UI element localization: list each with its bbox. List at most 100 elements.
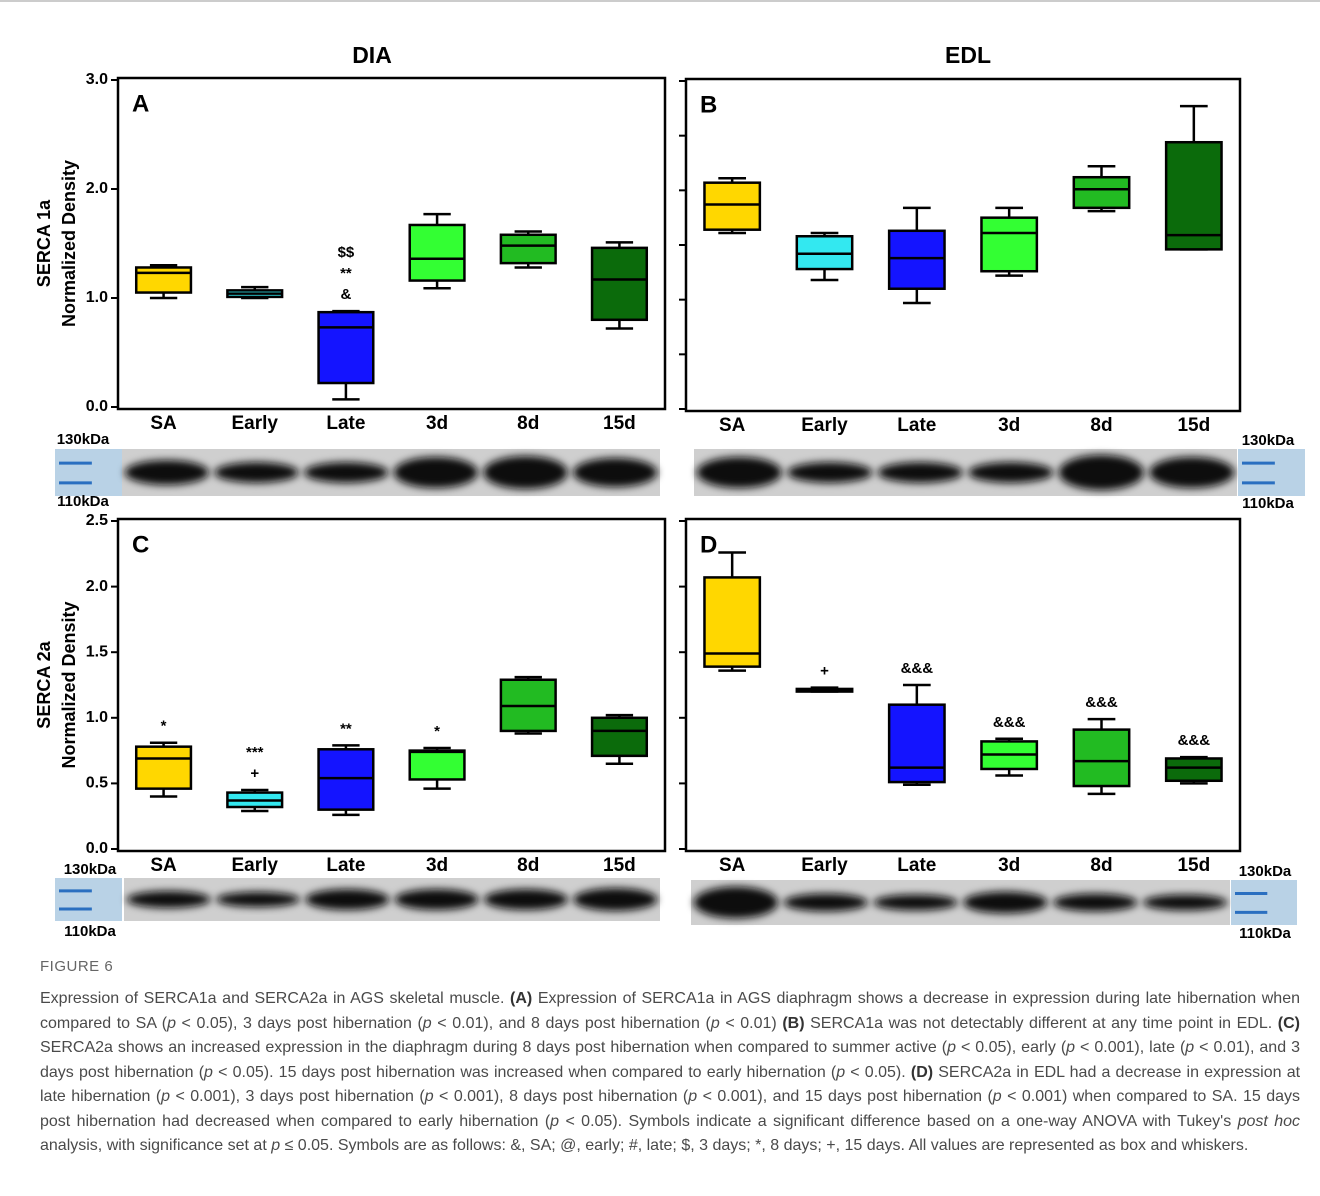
blot-label: 130kDa <box>64 861 117 878</box>
blot-band <box>787 462 872 483</box>
caption-text: p <box>688 1088 697 1105</box>
x-tick-label: 15d <box>603 855 636 876</box>
box <box>136 267 191 292</box>
y-axis-label: Normalized Density <box>59 160 79 327</box>
blot-label: 110kDa <box>57 493 109 510</box>
x-tick-label: Early <box>232 855 279 876</box>
blot-band <box>394 457 478 488</box>
column-title: EDL <box>945 42 991 68</box>
box <box>410 751 465 780</box>
significance-symbol: &&& <box>901 660 934 677</box>
ladder <box>55 449 122 496</box>
caption-text: p <box>161 1088 170 1105</box>
box <box>1074 177 1129 208</box>
blot-label: 110kDa <box>64 923 116 940</box>
blot-band <box>694 887 778 919</box>
caption-text: p <box>836 1064 845 1081</box>
caption-text: < 0.05), early ( <box>956 1039 1066 1056</box>
panel-letter: D <box>700 531 717 558</box>
significance-symbol: $$ <box>338 244 355 261</box>
x-tick-label: SA <box>719 855 746 876</box>
caption-text: < 0.05). <box>845 1064 911 1081</box>
blot-label: 130kDa <box>1242 432 1295 449</box>
caption-text: < 0.05). Symbols indicate a significant … <box>559 1113 1238 1130</box>
significance-symbol: + <box>820 663 829 680</box>
caption-text: SERCA2a shows an increased expression in… <box>40 1039 947 1056</box>
caption: Expression of SERCA1a and SERCA2a in AGS… <box>40 987 1300 1159</box>
significance-symbol: + <box>250 765 259 782</box>
caption-text: < 0.001), late ( <box>1075 1039 1185 1056</box>
panel-letter: A <box>132 90 149 117</box>
caption-text: (A) <box>510 990 532 1007</box>
ladder <box>55 878 122 921</box>
significance-symbol: &&& <box>1178 732 1211 749</box>
x-tick-label: Late <box>897 855 936 876</box>
y-tick-label: 0.0 <box>86 398 108 415</box>
caption-text: p <box>947 1039 956 1056</box>
x-tick-label: 8d <box>517 855 539 876</box>
y-tick-label: 3.0 <box>86 71 108 88</box>
caption-text: < 0.05), 3 days post hibernation ( <box>176 1015 423 1032</box>
box <box>319 312 374 383</box>
x-tick-label: 15d <box>1177 855 1210 876</box>
panel-letter: C <box>132 531 149 558</box>
box <box>410 225 465 281</box>
y-tick-label: 0.0 <box>86 840 108 857</box>
x-tick-label: 8d <box>1090 855 1112 876</box>
significance-symbol: *** <box>246 744 264 761</box>
column-title: DIA <box>352 42 392 68</box>
box <box>592 718 647 756</box>
y-tick-label: 2.5 <box>86 512 108 529</box>
ladder <box>1231 880 1297 925</box>
x-tick-label: Early <box>232 413 279 434</box>
caption-text: p <box>1066 1039 1075 1056</box>
blot-band <box>216 892 300 907</box>
blot-band <box>784 894 868 912</box>
significance-symbol: ** <box>340 265 352 282</box>
caption-text: < 0.001), 3 days post hibernation ( <box>170 1088 425 1105</box>
y-tick-label: 0.5 <box>86 775 108 792</box>
caption-text: p <box>423 1015 432 1032</box>
caption-text: < 0.01), and 8 days post hibernation ( <box>432 1015 711 1032</box>
caption-text: post hoc <box>1238 1113 1300 1130</box>
x-tick-label: 3d <box>998 855 1020 876</box>
blot-band <box>305 889 389 910</box>
y-tick-label: 1.0 <box>86 289 108 306</box>
x-tick-label: 15d <box>603 413 636 434</box>
plot-frame <box>686 519 1240 851</box>
blot-band <box>395 889 479 910</box>
caption-text: analysis, with significance set at <box>40 1137 271 1154</box>
plot-frame <box>686 79 1240 411</box>
blot-label: 130kDa <box>57 431 110 448</box>
x-tick-label: Late <box>897 415 936 436</box>
x-tick-label: Late <box>326 855 365 876</box>
x-tick-label: SA <box>150 413 177 434</box>
caption-text: ≤ 0.05. Symbols are as follows: &, SA; @… <box>280 1137 1248 1154</box>
blot-label: 110kDa <box>1242 495 1294 512</box>
blot-band <box>968 462 1053 483</box>
caption-text: Expression of SERCA1a and SERCA2a in AGS… <box>40 990 510 1007</box>
x-tick-label: Early <box>801 415 848 436</box>
caption-text: < 0.05). 15 days post hibernation was in… <box>213 1064 836 1081</box>
y-tick-label: 1.5 <box>86 643 108 660</box>
caption-text: < 0.01) <box>720 1015 783 1032</box>
blot-label: 110kDa <box>1239 925 1291 942</box>
blot-band <box>304 462 388 483</box>
y-axis-label: SERCA 2a <box>34 640 54 728</box>
caption-text: p <box>167 1015 176 1032</box>
x-tick-label: 3d <box>998 415 1020 436</box>
figure-label: FIGURE 6 <box>40 958 113 975</box>
blot-band <box>1143 895 1227 911</box>
blot-band <box>573 458 657 487</box>
x-tick-label: Early <box>801 855 848 876</box>
box <box>592 248 647 320</box>
box <box>136 747 191 789</box>
plot-frame <box>118 78 665 409</box>
x-tick-label: 8d <box>517 413 539 434</box>
caption-text: p <box>550 1113 559 1130</box>
x-tick-label: 3d <box>426 855 448 876</box>
blot-band <box>125 460 209 485</box>
caption-text: (C) <box>1278 1015 1300 1032</box>
x-tick-label: 8d <box>1090 415 1112 436</box>
caption-text: (B) <box>782 1015 804 1032</box>
